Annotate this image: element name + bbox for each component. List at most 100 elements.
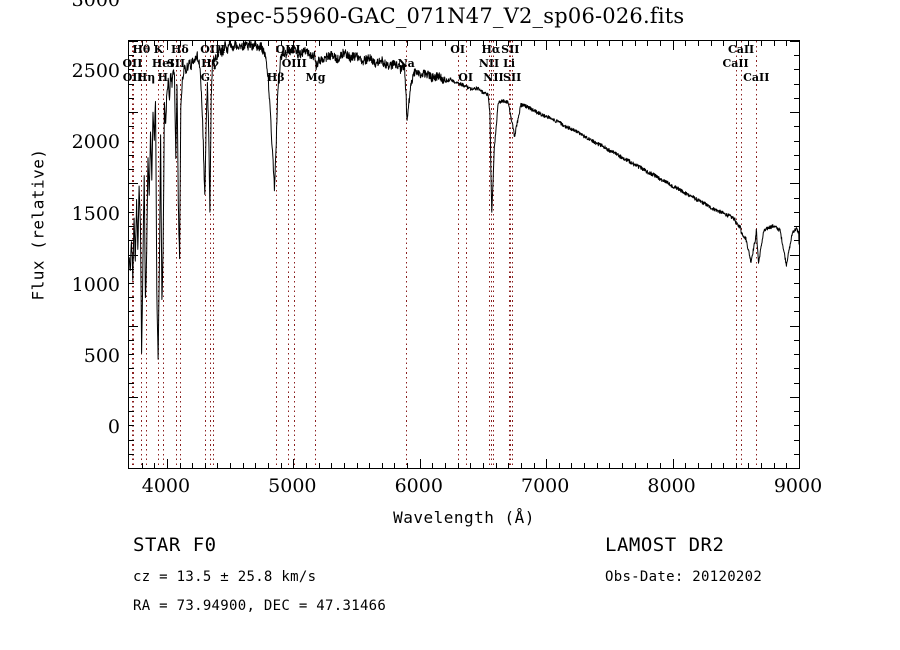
y-tick-mark-right	[790, 41, 799, 42]
x-tick-mark	[672, 459, 674, 468]
spectral-line-label: NII	[483, 71, 504, 84]
x-tick-mark-top	[230, 41, 232, 46]
spectral-line-label: OIII	[275, 43, 301, 56]
spectral-line-label: CaII	[722, 57, 749, 70]
y-tick-label: 2000	[71, 131, 120, 154]
x-tick-mark	[609, 463, 611, 468]
spectral-line-label: Hα	[481, 43, 501, 56]
x-tick-mark	[659, 463, 661, 468]
spectral-line-label: G	[200, 71, 211, 84]
spectrum-canvas	[129, 41, 799, 468]
y-tick-mark	[129, 368, 134, 370]
x-tick-mark	[293, 459, 295, 468]
plot-clip	[129, 41, 799, 468]
observation-date: Obs-Date: 20120202	[605, 569, 763, 585]
x-tick-mark-top	[305, 41, 307, 46]
x-tick-mark-top	[697, 41, 699, 46]
coordinates: RA = 73.94900, DEC = 47.31466	[133, 598, 387, 614]
y-tick-mark	[129, 240, 134, 242]
x-tick-mark	[343, 463, 345, 468]
x-tick-mark	[584, 463, 586, 468]
radial-velocity: cz = 13.5 ± 25.8 km/s	[133, 569, 317, 585]
x-tick-label: 4000	[141, 475, 191, 497]
x-tick-mark	[622, 463, 624, 468]
x-tick-mark	[710, 463, 712, 468]
page-title: spec-55960-GAC_071N47_V2_sp06-026.fits	[215, 4, 685, 28]
x-tick-mark-top	[710, 41, 712, 46]
x-tick-mark	[723, 463, 725, 468]
y-tick-mark	[129, 297, 134, 299]
x-tick-mark-top	[192, 41, 194, 46]
x-tick-mark	[255, 463, 257, 468]
y-tick-labels: 0 500 1000 1500 2000 2500 3000	[50, 0, 120, 437]
x-tick-mark-top	[154, 41, 156, 46]
x-tick-mark-top	[204, 41, 206, 46]
x-tick-mark-top	[217, 41, 219, 46]
x-tick-mark-top	[533, 41, 535, 46]
y-tick-mark-right	[790, 183, 799, 185]
x-tick-mark-top	[558, 41, 560, 46]
y-tick-mark	[129, 411, 134, 413]
y-tick-mark-right	[794, 297, 799, 299]
x-tick-mark-top	[166, 41, 168, 50]
x-tick-mark	[242, 463, 244, 468]
y-tick-mark	[129, 69, 134, 71]
x-tick-mark	[268, 463, 270, 468]
x-tick-mark-top	[445, 41, 447, 46]
spectral-line-label: NII	[478, 57, 500, 70]
y-tick-mark-right	[790, 112, 799, 114]
x-tick-mark-top	[508, 41, 510, 46]
x-tick-label: 9000	[773, 475, 823, 497]
x-tick-mark	[432, 463, 434, 468]
x-tick-mark-top	[343, 41, 345, 46]
y-tick-mark	[129, 311, 134, 313]
y-tick-mark	[129, 112, 138, 114]
x-tick-mark-top	[571, 41, 573, 46]
y-tick-mark	[129, 254, 138, 256]
y-tick-mark	[129, 354, 134, 356]
x-tick-mark-top	[596, 41, 598, 46]
y-tick-mark	[129, 453, 134, 455]
y-tick-mark-right	[794, 453, 799, 455]
x-tick-mark-top	[268, 41, 270, 46]
x-tick-mark	[407, 463, 409, 468]
x-tick-mark-top	[419, 41, 421, 50]
y-tick-mark	[129, 226, 134, 228]
x-tick-mark-top	[407, 41, 409, 46]
spectral-line-label: OIII	[281, 57, 307, 70]
y-tick-label: 0	[107, 416, 120, 438]
footer-right: LAMOST DR2 Obs-Date: 20120202	[605, 534, 762, 585]
spectral-line-label: Hγ	[201, 57, 219, 70]
spectral-line-label: H	[157, 71, 169, 84]
y-tick-mark	[129, 439, 134, 441]
x-tick-mark-top	[432, 41, 434, 46]
x-tick-mark	[546, 459, 548, 468]
x-tick-mark	[369, 463, 371, 468]
spectral-line-label: Hβ	[266, 71, 285, 84]
x-tick-mark-top	[356, 41, 358, 46]
spectral-line-label: HeI	[151, 57, 175, 70]
x-tick-label: 7000	[520, 475, 570, 497]
x-tick-mark-top	[735, 41, 737, 46]
x-tick-mark	[230, 463, 232, 468]
x-tick-mark	[685, 463, 687, 468]
spectral-line-label: Hθ	[132, 43, 151, 56]
x-tick-mark	[470, 463, 472, 468]
spectral-line-label: K	[153, 43, 164, 56]
y-tick-mark	[129, 339, 134, 341]
x-tick-mark	[141, 463, 143, 468]
x-tick-mark	[761, 463, 763, 468]
x-tick-mark	[634, 463, 636, 468]
y-tick-mark	[129, 268, 134, 270]
x-tick-mark	[356, 463, 358, 468]
y-tick-mark-right	[790, 325, 799, 327]
y-tick-mark	[129, 468, 138, 469]
x-tick-mark-top	[622, 41, 624, 46]
y-tick-mark	[129, 382, 134, 384]
x-tick-label: 8000	[647, 475, 696, 497]
y-tick-mark-right	[794, 69, 799, 71]
x-tick-mark	[520, 463, 522, 468]
y-tick-mark-right	[794, 268, 799, 270]
y-tick-label: 3000	[71, 0, 120, 11]
